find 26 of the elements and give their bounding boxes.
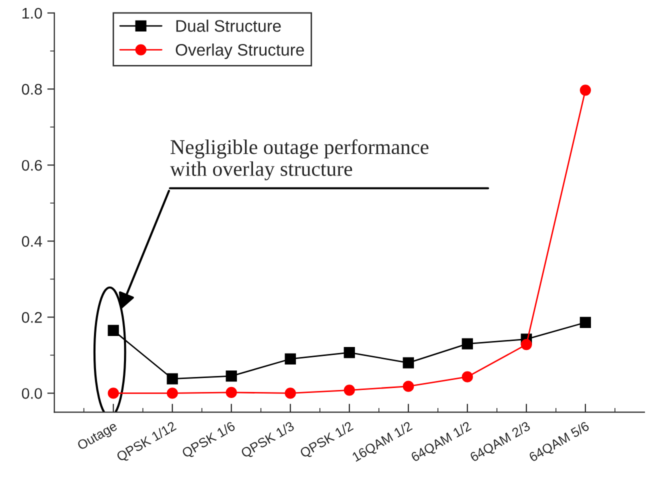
point <box>166 373 178 384</box>
y-tick-label: 1.0 <box>22 8 42 19</box>
point <box>344 384 355 396</box>
annotation: Negligible outage performance with overlay structure <box>170 139 428 180</box>
point <box>284 353 296 365</box>
point <box>166 388 178 399</box>
point <box>462 338 473 350</box>
point <box>344 346 355 358</box>
y-tick-label: 0.2 <box>22 312 42 323</box>
point <box>402 380 414 392</box>
legend-label: Dual Structure <box>176 20 281 32</box>
y-tick-label: 0.8 <box>22 84 42 95</box>
point <box>226 386 237 398</box>
point <box>462 371 473 382</box>
point <box>580 316 591 328</box>
y-tick-label: 0.6 <box>22 160 42 171</box>
point <box>520 338 532 350</box>
point <box>108 324 119 336</box>
legend-label: Overlay Structure <box>176 44 304 60</box>
point <box>402 357 414 368</box>
point <box>226 370 237 382</box>
point <box>284 388 296 399</box>
y-tick-label: 0.0 <box>22 388 42 399</box>
y-tick-label: 0.4 <box>22 236 42 247</box>
point <box>580 84 591 96</box>
point <box>108 388 119 399</box>
